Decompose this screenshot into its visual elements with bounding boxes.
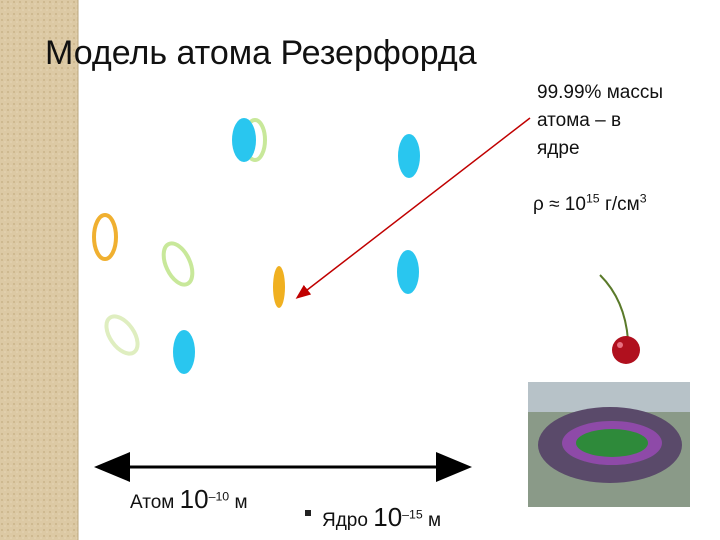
title: Модель атома Резерфорда xyxy=(45,34,477,72)
note-line: ядре xyxy=(537,138,580,159)
atom-base: 10 xyxy=(179,484,209,514)
density-unit-exponent: 3 xyxy=(639,191,647,206)
electron-orbits xyxy=(92,118,420,374)
nucleus-exponent: –15 xyxy=(402,507,423,522)
note-line: 99.99% массы xyxy=(537,82,664,103)
density-exponent: 15 xyxy=(585,191,600,206)
pointer-arrow xyxy=(295,117,531,299)
density-text: ρ ≈ 10 xyxy=(533,194,586,215)
nucleus-base: 10 xyxy=(373,502,403,532)
nucleus-size: Ядро 10–15 м xyxy=(322,502,441,533)
atom-exponent: –10 xyxy=(208,489,230,504)
atom-size: Атом 10–10 м xyxy=(130,484,248,515)
density: ρ ≈ 1015 г/см3 xyxy=(533,191,647,216)
side-bar xyxy=(0,0,78,540)
density-unit: г/см xyxy=(604,194,640,215)
note-line: атома – в xyxy=(537,110,622,131)
atom-label: Атом xyxy=(130,492,175,513)
stadium-photo xyxy=(528,382,690,507)
nucleus-unit: м xyxy=(428,510,442,531)
cherry xyxy=(599,274,640,364)
bullet xyxy=(305,510,311,516)
atom-unit: м xyxy=(234,492,248,513)
nucleus-label: Ядро xyxy=(322,510,368,531)
